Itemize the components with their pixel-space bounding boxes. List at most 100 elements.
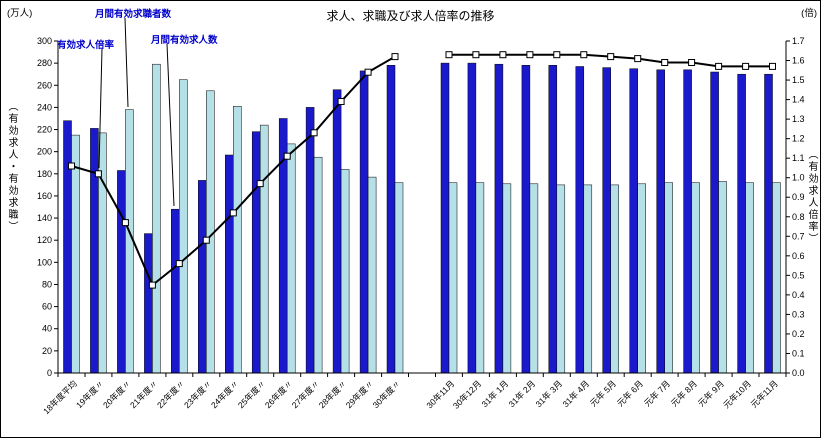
chart-title: 求人、求職及び求人倍率の推移 — [326, 9, 495, 23]
bar-job-seekers — [691, 182, 700, 374]
ratio-marker — [256, 180, 264, 188]
bar-job-offers — [683, 69, 692, 374]
left-tick-label: 100 — [37, 257, 52, 267]
x-tick-label: 元年 8月 — [669, 378, 699, 408]
right-tick-label: 1.5 — [792, 75, 805, 85]
annotation-leader-line — [166, 43, 175, 207]
x-tick-label: 19年度〃 — [74, 378, 106, 410]
ratio-marker — [148, 281, 156, 289]
x-tick-label: 31年 2月 — [507, 378, 538, 409]
right-tick-label: 0.3 — [792, 309, 805, 319]
ratio-marker — [634, 55, 642, 63]
bar-job-seekers — [125, 109, 134, 374]
left-tick-label: 260 — [37, 80, 52, 90]
bar-job-seekers — [583, 184, 593, 374]
bar-job-seekers — [206, 90, 215, 374]
bar-job-offers — [575, 66, 585, 374]
ratio-marker — [337, 98, 345, 105]
x-tick-label: 元年11月 — [749, 378, 780, 409]
x-tick-label: 22年度〃 — [155, 378, 187, 410]
x-tick-label: 31年 4月 — [560, 378, 591, 409]
x-tick-label: 25年度〃 — [236, 378, 268, 410]
right-tick-label: 1.4 — [792, 95, 805, 105]
annotation-leader-line — [124, 17, 129, 108]
bar-job-offers — [332, 89, 342, 374]
right-tick-label: 0.6 — [792, 251, 805, 261]
bar-job-offers — [548, 65, 558, 374]
right-tick-label: 0.0 — [792, 368, 805, 378]
ratio-marker — [472, 51, 480, 59]
ratio-marker — [94, 170, 102, 178]
bar-job-offers — [764, 73, 773, 374]
left-tick-label: 220 — [37, 125, 52, 135]
bar-job-seekers — [394, 182, 404, 374]
bar-job-offers — [359, 70, 369, 374]
bar-job-seekers — [259, 124, 269, 374]
legend-offers-label: 月間有効求人数 — [151, 35, 218, 46]
left-tick-label: 0 — [47, 368, 52, 378]
bar-job-seekers — [179, 79, 188, 374]
left-tick-label: 300 — [37, 36, 52, 46]
ratio-marker — [715, 62, 723, 70]
bar-job-offers — [171, 208, 180, 374]
left-tick-label: 180 — [37, 169, 52, 179]
right-axis-title: （有効求人倍率） — [806, 149, 817, 245]
x-tick-label: 元年10月 — [721, 378, 753, 410]
left-tick-label: 280 — [37, 58, 52, 68]
bar-job-offers — [737, 73, 746, 374]
x-tick-label: 28年度〃 — [317, 378, 349, 410]
ratio-marker — [499, 51, 507, 59]
bar-job-offers — [710, 71, 719, 374]
left-tick-label: 120 — [37, 235, 52, 245]
left-axis-title: （有効求人・有効求職） — [6, 101, 17, 233]
bar-job-offers — [144, 233, 153, 374]
right-tick-label: 0.2 — [792, 329, 805, 339]
x-tick-label: 23年度〃 — [182, 378, 214, 410]
left-tick-label: 140 — [37, 213, 52, 223]
bar-job-offers — [117, 170, 126, 374]
ratio-marker — [68, 162, 75, 170]
bar-job-offers — [225, 154, 234, 374]
bar-job-seekers — [718, 181, 727, 374]
x-tick-label: 18年度平均 — [41, 378, 79, 416]
bar-job-offers — [656, 69, 665, 374]
x-tick-label: 27年度〃 — [290, 378, 322, 410]
ratio-marker — [688, 59, 696, 66]
right-tick-label: 1.6 — [792, 56, 805, 66]
bar-job-seekers — [286, 143, 296, 374]
x-tick-label: 20年度〃 — [101, 378, 133, 410]
x-tick-label: 31年 3月 — [533, 378, 564, 409]
ratio-marker — [526, 51, 534, 59]
x-tick-label: 元年 6月 — [615, 378, 645, 408]
left-tick-label: 40 — [42, 324, 52, 334]
left-tick-label: 60 — [42, 302, 52, 312]
bar-job-offers — [467, 62, 477, 374]
bar-job-offers — [629, 68, 638, 374]
ratio-marker — [229, 209, 237, 217]
right-tick-label: 1.1 — [792, 153, 805, 163]
bar-job-offers — [602, 67, 611, 374]
right-axis-unit: (倍) — [801, 8, 817, 19]
x-tick-label: 31年 1月 — [480, 378, 511, 409]
left-tick-label: 160 — [37, 191, 52, 201]
right-tick-label: 1.7 — [792, 36, 805, 46]
right-tick-label: 0.1 — [792, 348, 805, 358]
x-tick-label: 30年度〃 — [371, 378, 403, 410]
ratio-marker — [391, 53, 399, 61]
x-tick-label: 30年12月 — [451, 378, 483, 410]
right-tick-label: 0.8 — [792, 212, 805, 222]
bar-job-seekers — [772, 182, 781, 374]
right-tick-label: 1.0 — [792, 173, 805, 183]
bar-job-seekers — [610, 184, 619, 374]
bar-job-seekers — [98, 132, 107, 374]
bar-job-seekers — [475, 182, 485, 374]
bar-job-seekers — [313, 156, 323, 374]
right-tick-label: 0.5 — [792, 270, 805, 280]
bar-job-seekers — [637, 183, 646, 374]
legend-ratio-label: 有効求人倍率 — [57, 40, 115, 51]
left-axis-unit: (万人) — [7, 8, 33, 19]
x-tick-label: 21年度〃 — [128, 378, 160, 410]
bar-job-seekers — [448, 182, 458, 374]
